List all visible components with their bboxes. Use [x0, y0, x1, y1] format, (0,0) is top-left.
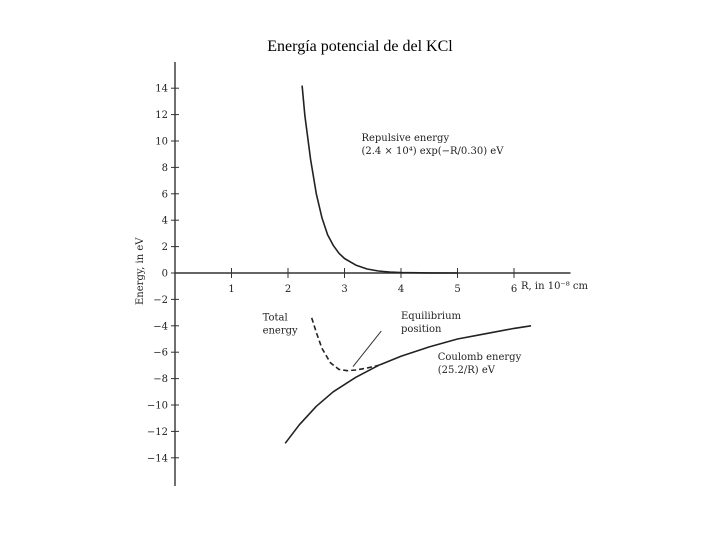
y-tick-label: −8 [153, 374, 168, 385]
x-tick-label: 3 [341, 284, 347, 295]
series-lines [284, 85, 532, 444]
x-tick-label: 4 [398, 284, 404, 295]
x-tick-label: 1 [228, 284, 234, 295]
page-title: Energía potencial de del KCl [267, 38, 453, 55]
y-axis-label: Energy, in eV [135, 237, 146, 305]
x-tick-label: 5 [454, 284, 460, 295]
repulsive-energy-line [301, 85, 458, 274]
y-tick-label: −12 [147, 427, 168, 438]
y-tick-label: −2 [153, 295, 168, 306]
annotation-line: (25.2/R) eV [438, 365, 496, 376]
y-tick-label: −14 [147, 453, 168, 464]
annotation-line: Total [263, 313, 288, 324]
annotation-line: energy [263, 326, 298, 337]
equilibrium-pointer [352, 330, 382, 368]
y-tick-label: −10 [147, 401, 168, 412]
coulomb-energy-line [284, 325, 532, 444]
y-tick-label: 6 [162, 189, 168, 200]
y-tick-label: 4 [162, 216, 168, 227]
y-tick-label: −6 [153, 348, 168, 359]
y-tick-label: 14 [155, 84, 168, 95]
annotation-line: Coulomb energy [438, 352, 522, 363]
annotation-2: Equilibrium position [401, 311, 462, 335]
x-axis-label: R, in 10⁻⁸ cm [521, 281, 588, 292]
annotation-0: Repulsive energy (2.4 × 10⁴) exp(−R/0.30)… [361, 133, 504, 157]
y-tick-label: 0 [162, 269, 168, 280]
total-energy-line [310, 317, 379, 372]
annotation-line: (2.4 × 10⁴) exp(−R/0.30) eV [361, 146, 504, 157]
y-tick-label: 2 [162, 242, 168, 253]
y-tick-label: 8 [162, 163, 168, 174]
annotations: Repulsive energy (2.4 × 10⁴) exp(−R/0.30)… [263, 133, 522, 376]
y-tick-label: 10 [155, 137, 168, 148]
annotation-1: Total energy [263, 313, 298, 337]
annotation-line: Equilibrium [401, 311, 462, 322]
y-tick-label: 12 [155, 110, 168, 121]
x-tick-label: 6 [511, 284, 517, 295]
x-tick-label: 2 [285, 284, 291, 295]
annotation-3: Coulomb energy (25.2/R) eV [438, 352, 522, 376]
y-tick-label: −4 [153, 321, 168, 332]
annotation-line: position [401, 324, 442, 335]
annotation-line: Repulsive energy [361, 133, 449, 144]
